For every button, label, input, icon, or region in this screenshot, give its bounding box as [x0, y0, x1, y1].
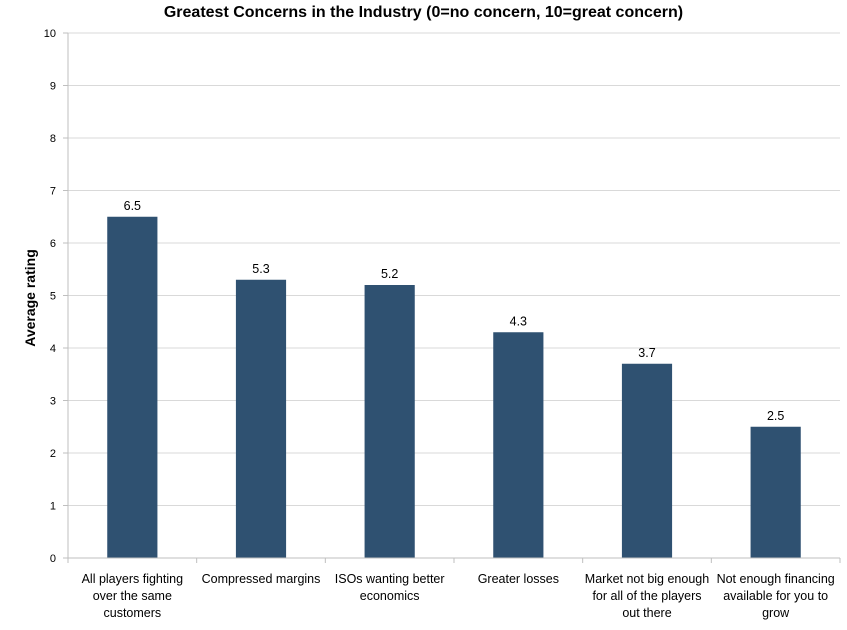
y-tick-label: 9	[50, 81, 56, 93]
bar	[621, 363, 673, 558]
y-tick-label: 8	[50, 133, 56, 145]
y-tick-label: 6	[50, 238, 56, 250]
x-tick-label: Not enough financing available for you t…	[716, 572, 835, 620]
y-tick-label: 3	[50, 396, 56, 408]
y-tick-label: 10	[44, 28, 56, 40]
x-tick-label: Market not big enough for all of the pla…	[584, 572, 710, 620]
chart-title: Greatest Concerns in the Industry (0=no …	[163, 4, 684, 21]
x-tick-label: ISOs wanting better economics	[334, 572, 445, 603]
data-label: 2.5	[767, 409, 784, 423]
bar	[364, 285, 415, 558]
y-tick-label: 7	[50, 186, 56, 198]
data-label: 5.3	[252, 262, 269, 276]
y-tick-label: 2	[50, 448, 56, 460]
bar	[493, 332, 544, 558]
y-tick-label: 5	[50, 291, 56, 303]
data-label: 6.5	[124, 199, 141, 213]
x-tick-label: Compressed margins	[201, 572, 321, 586]
bar	[235, 279, 287, 558]
x-tick-label: Greater losses	[477, 572, 559, 586]
bar	[107, 216, 158, 558]
data-label: 4.3	[510, 314, 527, 328]
bar	[750, 426, 801, 558]
data-label: 5.2	[381, 267, 398, 281]
y-tick-label: 0	[50, 553, 56, 565]
x-tick-label: All players fighting over the same custo…	[81, 572, 184, 620]
data-label: 3.7	[638, 346, 655, 360]
y-tick-label: 4	[50, 343, 56, 355]
y-tick-label: 1	[50, 501, 56, 513]
